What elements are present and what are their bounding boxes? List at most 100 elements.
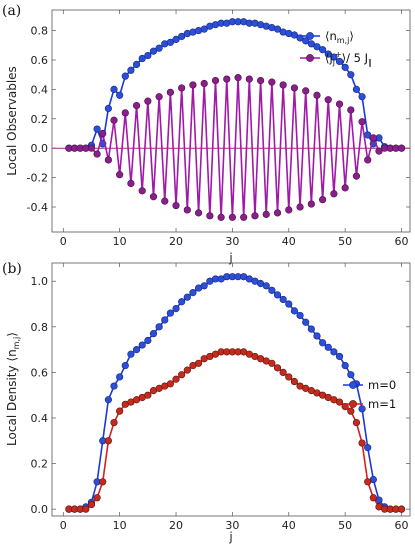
data-point-a-1 [172,201,180,210]
data-point-b-0 [290,307,299,315]
data-point-a-1 [313,91,321,99]
y-tick-label: 0.8 [31,321,49,334]
data-point-a-0 [324,50,332,58]
data-point-a-1 [217,213,225,221]
data-point-a-0 [307,40,315,48]
data-point-a-1 [251,212,259,220]
data-point-a-0 [358,93,366,101]
data-point-a-1 [121,109,129,117]
data-point-a-1 [161,197,169,205]
y-tick-label: 0.2 [31,113,49,126]
data-point-b-1 [358,439,366,447]
data-point-a-0 [335,57,344,66]
data-point-a-1 [397,144,406,152]
data-point-a-0 [172,35,180,44]
panel-a-ticks: 0 10 20 30 40 50 60 -0.4 -0.2 0.0 0.2 0.4 0.6 0.8 [27,10,410,248]
data-point-a-0 [341,63,349,71]
data-point-a-1 [228,213,237,221]
panel-a: (a) Local Observables j 0 10 20 30 40 50 60 -0.… [2,3,411,265]
data-point-b-0 [358,405,366,413]
data-point-a-1 [279,81,287,89]
x-tick-label: 0 [60,235,67,248]
panel-b: (b) Local Density ⟨nm,j⟩ j 0 10 20 30 40 50 60… [2,261,411,544]
data-point-a-0 [149,47,158,55]
panel-b-legend: m=0 m=1 [343,378,396,411]
data-point-b-0 [296,311,304,320]
data-point-a-0 [144,51,152,60]
data-point-a-0 [93,125,101,133]
data-point-b-0 [335,352,344,361]
data-point-a-1 [257,76,265,85]
data-point-a-0 [347,71,355,79]
data-point-b-1 [144,391,152,399]
data-point-b-1 [178,371,186,379]
data-point-a-1 [358,118,366,126]
y-tick-label: 1.0 [31,275,49,288]
data-point-b-0 [149,330,158,338]
data-point-b-0 [121,361,129,370]
data-point-b-0 [138,341,146,349]
x-tick-label: 20 [169,235,183,248]
data-point-b-1 [268,359,276,367]
data-point-a-0 [121,72,129,80]
data-point-a-1 [330,190,338,198]
data-point-b-1 [99,478,107,486]
data-point-b-0 [302,318,310,326]
panel-b-plot [65,273,406,513]
legend-label-n: ⟨nm,j⟩ [325,29,354,45]
data-point-b-0 [364,444,372,452]
y-tick-label: -0.2 [27,172,48,185]
data-point-a-1 [189,81,197,89]
data-point-a-1 [178,84,186,92]
data-point-b-0 [183,293,191,301]
data-point-a-1 [307,200,315,208]
data-point-b-0 [273,291,282,299]
data-point-b-1 [116,407,124,415]
data-point-a-1 [262,210,270,218]
x-tick-label: 30 [225,519,239,532]
data-point-b-0 [279,295,287,304]
data-point-a-1 [234,74,242,82]
y-tick-label: 0.2 [31,458,49,471]
data-point-a-1 [206,212,214,220]
data-point-b-0 [285,300,293,308]
data-point-b-0 [110,382,118,390]
data-point-b-1 [273,364,282,372]
data-point-a-0 [110,85,118,93]
data-point-a-1 [144,97,152,105]
data-point-b-0 [262,282,270,290]
data-point-a-1 [324,96,332,104]
data-point-b-0 [319,339,327,347]
data-point-b-1 [290,377,299,386]
y-tick-label: 0.0 [31,503,49,516]
data-point-a-1 [166,88,174,96]
data-point-a-0 [116,91,124,99]
data-point-a-1 [200,79,208,88]
data-point-a-0 [155,44,163,52]
x-tick-label: 10 [113,235,127,248]
data-point-a-1 [290,84,299,92]
data-point-b-0 [330,348,338,356]
data-point-a-1 [369,134,377,142]
panel-a-label: (a) [2,3,21,19]
data-point-a-1 [285,206,293,214]
data-point-a-1 [149,193,158,201]
series-line-b-0 [68,275,402,510]
data-point-a-1 [116,171,124,179]
data-point-b-0 [172,304,180,313]
panel-a-frame [51,9,411,233]
data-point-b-1 [183,366,191,374]
data-point-b-1 [335,398,344,406]
x-tick-label: 50 [338,235,352,248]
data-point-b-1 [369,494,377,502]
legend-marker-j [306,54,314,62]
data-point-a-0 [104,104,112,113]
data-point-a-1 [240,213,248,221]
x-tick-label: 60 [395,235,409,248]
data-point-a-1 [341,184,349,192]
y-tick-label: 0.4 [31,83,49,96]
data-point-b-1 [285,373,293,381]
legend-marker-m0 [349,381,357,389]
data-point-b-0 [116,373,124,381]
data-point-b-0 [155,323,163,331]
